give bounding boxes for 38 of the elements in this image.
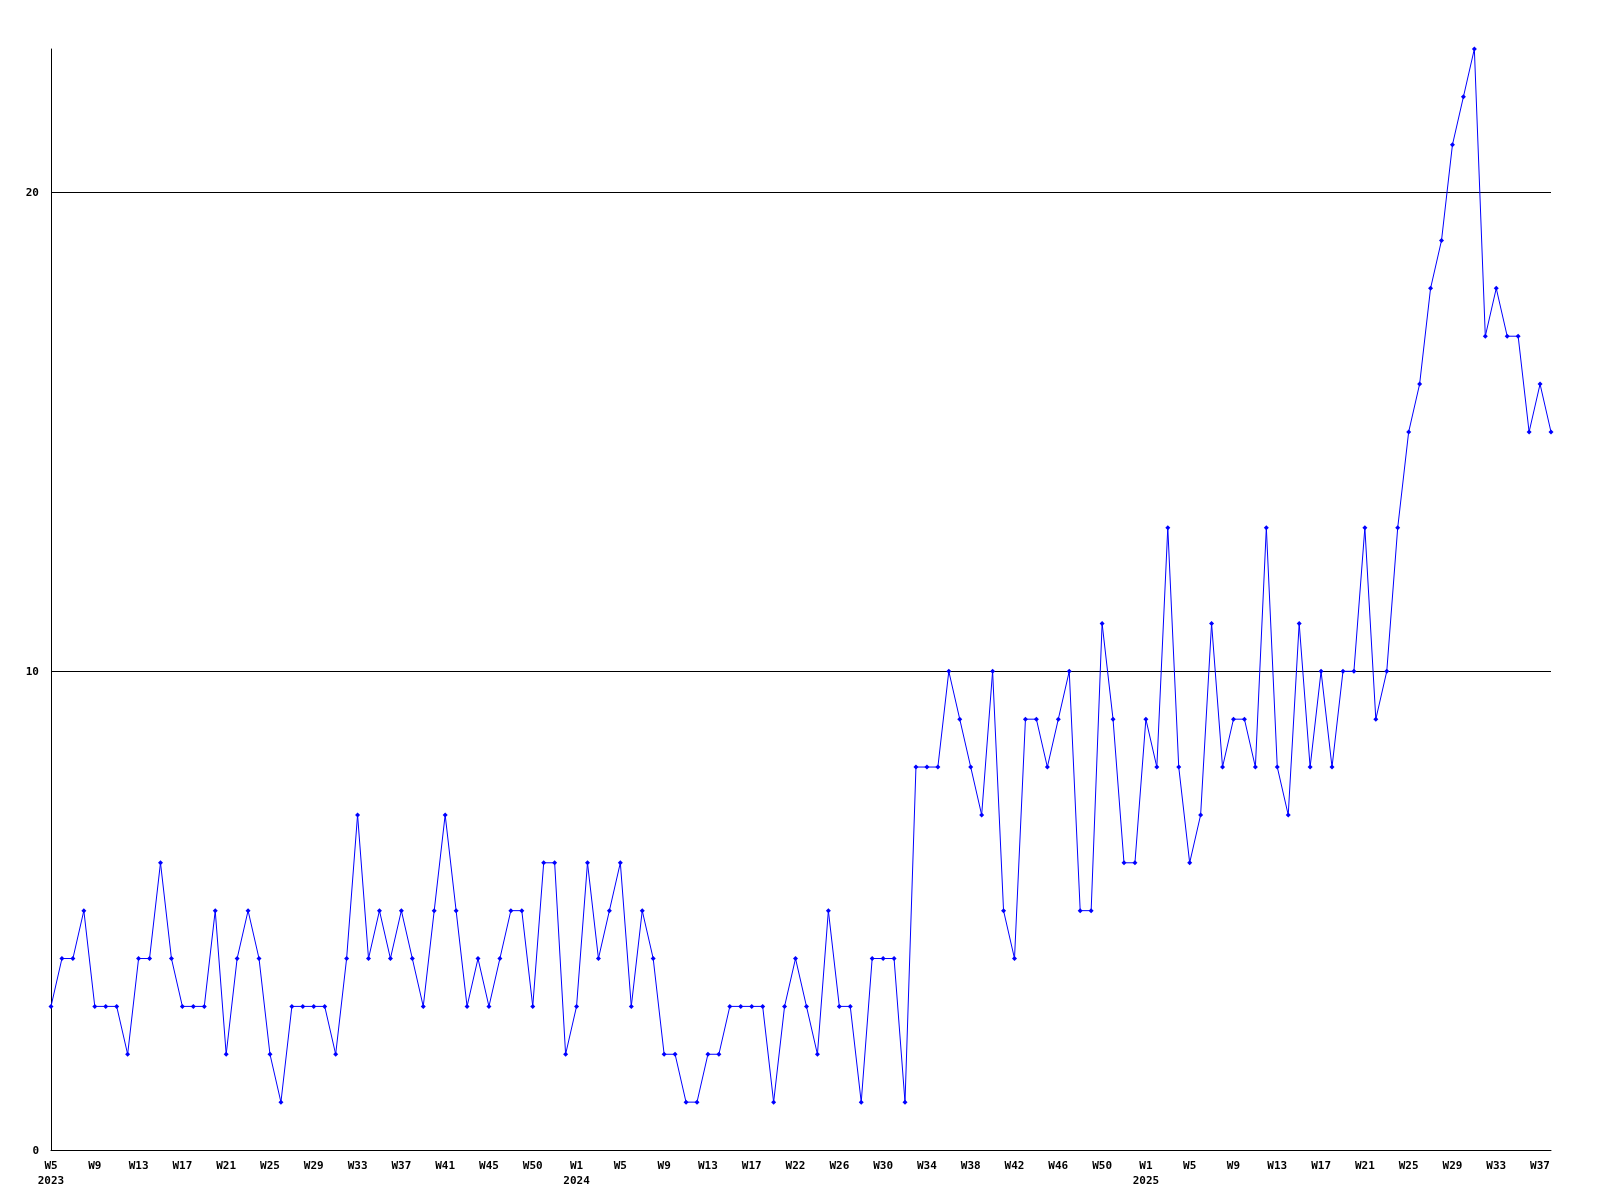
x-tick-label: W45 bbox=[479, 1159, 499, 1172]
x-tick-label: W9 bbox=[88, 1159, 102, 1172]
x-tick-label: W30 bbox=[873, 1159, 894, 1172]
x-tick-label: W33 bbox=[1486, 1159, 1507, 1172]
x-tick-label: W33 bbox=[347, 1159, 368, 1172]
y-tick-label: 10 bbox=[25, 664, 39, 678]
x-tick-label: W13 bbox=[128, 1159, 149, 1172]
x-tick-label: W1 2024 bbox=[563, 1159, 591, 1187]
x-tick-label: W17 bbox=[1311, 1159, 1332, 1172]
x-tick-label: W5 bbox=[613, 1159, 627, 1172]
x-tick-label: W29 bbox=[303, 1159, 324, 1172]
x-tick-label: W21 bbox=[1354, 1159, 1376, 1172]
x-tick-label: W34 bbox=[916, 1159, 938, 1172]
x-tick-label: W17 bbox=[741, 1159, 762, 1172]
x-tick-label: W37 bbox=[391, 1159, 412, 1172]
x-tick-label: W46 bbox=[1048, 1159, 1069, 1172]
x-tick-label: W25 bbox=[260, 1159, 280, 1172]
x-tick-label: W1 2025 bbox=[1132, 1159, 1160, 1187]
x-tick-label: W5 2023 bbox=[37, 1159, 65, 1187]
x-tick-label: W37 bbox=[1530, 1159, 1550, 1172]
x-tick-label: W17 bbox=[172, 1159, 193, 1172]
x-tick-label: W50 bbox=[522, 1159, 543, 1172]
x-tick-label: W13 bbox=[1267, 1159, 1288, 1172]
x-tick-label: W25 bbox=[1398, 1159, 1419, 1172]
x-tick-label: W13 bbox=[698, 1159, 718, 1172]
x-tick-label: W50 bbox=[1092, 1159, 1113, 1172]
x-tick-label: W5 bbox=[1183, 1159, 1197, 1172]
x-tick-label: W9 bbox=[1226, 1159, 1241, 1172]
x-tick-label: W41 bbox=[435, 1159, 456, 1172]
x-tick-label: W9 bbox=[657, 1159, 671, 1172]
x-tick-label: W21 bbox=[216, 1159, 237, 1172]
x-tick-label: W38 bbox=[960, 1159, 981, 1172]
x-tick-label: W29 bbox=[1442, 1159, 1463, 1172]
x-tick-label: W22 bbox=[785, 1159, 806, 1172]
x-tick-label: W42 bbox=[1004, 1159, 1025, 1172]
y-tick-label: 20 bbox=[25, 186, 39, 200]
y-tick-label: 0 bbox=[32, 1143, 39, 1157]
x-tick-label: W26 bbox=[829, 1159, 850, 1172]
